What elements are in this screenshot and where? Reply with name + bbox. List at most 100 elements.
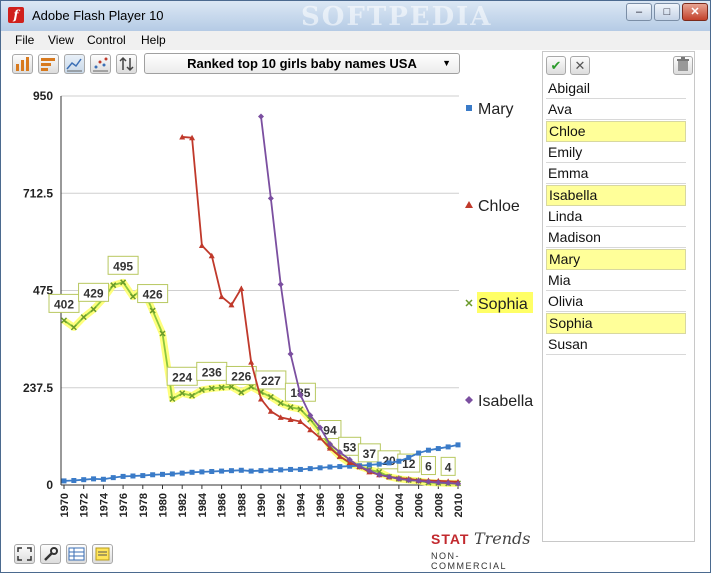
x-tick-label: 2006	[414, 493, 426, 517]
data-point-sophia	[80, 314, 87, 321]
data-point-mary	[268, 467, 274, 473]
data-point-isabella	[277, 281, 284, 288]
data-point-chloe	[228, 301, 235, 308]
data-label: 226	[231, 369, 251, 383]
legend-label-mary[interactable]: Mary	[478, 101, 514, 118]
name-item-emily[interactable]: Emily	[546, 143, 686, 163]
name-item-mary[interactable]: Mary	[546, 249, 686, 270]
name-item-isabella[interactable]: Isabella	[546, 185, 686, 206]
data-point-mary	[219, 468, 225, 474]
name-item-ava[interactable]: Ava	[546, 100, 686, 120]
data-point-isabella	[415, 477, 422, 484]
table-button[interactable]	[66, 544, 87, 564]
data-label-box	[420, 456, 436, 476]
dataset-dropdown[interactable]: Ranked top 10 girls baby names USA ▼	[144, 53, 460, 74]
data-point-isabella	[366, 467, 373, 474]
legend-label-isabella[interactable]: Isabella	[478, 393, 533, 410]
x-tick-label: 1994	[295, 492, 307, 517]
y-tick-label: 237.5	[23, 381, 53, 395]
data-point-mary	[169, 471, 175, 477]
bar-chart-icon	[16, 57, 29, 71]
data-point-sophia	[198, 386, 205, 394]
data-label-box	[48, 293, 80, 313]
data-label: 53	[343, 440, 357, 454]
data-point-isabella	[386, 473, 393, 480]
watermark: SOFTPEDIA	[301, 2, 493, 32]
fullscreen-button[interactable]	[14, 544, 35, 564]
data-point-chloe	[287, 416, 294, 422]
data-point-sophia	[277, 400, 284, 407]
data-point-sophia	[169, 395, 176, 403]
close-button[interactable]: ✕	[682, 3, 708, 21]
menu-bar: File View Control Help	[1, 31, 710, 51]
data-point-isabella	[307, 412, 314, 419]
data-point-isabella	[326, 441, 333, 448]
name-item-sophia[interactable]: Sophia	[546, 313, 686, 334]
data-label: 402	[54, 297, 74, 311]
name-item-susan[interactable]: Susan	[546, 335, 686, 355]
data-point-chloe	[198, 242, 205, 248]
menu-file[interactable]: File	[15, 33, 35, 47]
data-point-isabella	[435, 479, 442, 486]
name-item-linda[interactable]: Linda	[546, 207, 686, 227]
data-point-sophia	[297, 406, 304, 413]
series-line-isabella	[260, 116, 459, 485]
flash-icon: f	[8, 7, 24, 23]
table-icon	[68, 547, 85, 561]
check-all-button[interactable]: ✔	[546, 56, 566, 75]
horizontal-bar-button[interactable]	[38, 54, 59, 74]
name-item-olivia[interactable]: Olivia	[546, 292, 686, 312]
title-bar[interactable]: f Adobe Flash Player 10 SOFTPEDIA – □ ✕	[1, 1, 710, 32]
data-point-mary	[179, 470, 185, 476]
line-chart-button[interactable]	[64, 54, 85, 74]
sort-button[interactable]	[116, 54, 137, 74]
bar-chart-button[interactable]	[12, 54, 33, 74]
data-point-sophia	[60, 317, 68, 324]
data-point-isabella	[267, 195, 274, 202]
data-point-mary	[209, 468, 215, 474]
menu-view[interactable]: View	[48, 33, 74, 47]
maximize-button[interactable]: □	[654, 3, 680, 21]
data-label-box	[78, 282, 110, 302]
name-item-abigail[interactable]: Abigail	[546, 79, 686, 99]
legend-label-sophia[interactable]: Sophia	[478, 296, 528, 313]
data-point-sophia	[208, 385, 215, 392]
clear-selection-button[interactable]: ✕	[570, 56, 590, 75]
data-point-chloe	[297, 418, 304, 425]
data-point-sophia	[267, 393, 274, 400]
menu-control[interactable]: Control	[87, 33, 126, 47]
scatter-chart-button[interactable]	[90, 54, 111, 74]
data-point-mary	[199, 469, 205, 475]
data-point-sophia	[70, 324, 77, 331]
trash-button[interactable]	[673, 56, 693, 75]
data-point-mary	[317, 465, 323, 471]
notes-button[interactable]	[92, 544, 113, 564]
name-item-emma[interactable]: Emma	[546, 164, 686, 184]
window-title: Adobe Flash Player 10	[32, 8, 164, 23]
data-label: 94	[323, 424, 337, 438]
trash-icon	[677, 57, 689, 71]
name-item-chloe[interactable]: Chloe	[546, 121, 686, 142]
data-label: 37	[363, 447, 377, 461]
data-label-box	[440, 456, 456, 476]
data-point-mary	[150, 472, 156, 478]
data-point-isabella	[287, 350, 294, 357]
data-point-mary	[297, 466, 303, 472]
data-point-mary	[455, 442, 461, 448]
data-point-mary	[435, 446, 441, 452]
brand-subtitle: NON-COMMERCIAL	[431, 551, 508, 571]
legend-label-chloe[interactable]: Chloe	[478, 198, 520, 215]
data-point-sophia	[179, 390, 186, 397]
data-point-mary	[278, 467, 284, 473]
menu-help[interactable]: Help	[141, 33, 166, 47]
data-point-mary	[71, 477, 77, 483]
data-point-mary	[81, 477, 87, 483]
settings-button[interactable]	[40, 544, 61, 564]
name-item-mia[interactable]: Mia	[546, 271, 686, 291]
minimize-button[interactable]: –	[626, 3, 652, 21]
data-point-isabella	[297, 391, 304, 398]
name-item-madison[interactable]: Madison	[546, 228, 686, 248]
x-tick-label: 1998	[335, 493, 347, 517]
data-point-mary	[337, 464, 343, 470]
data-point-chloe	[189, 134, 196, 141]
